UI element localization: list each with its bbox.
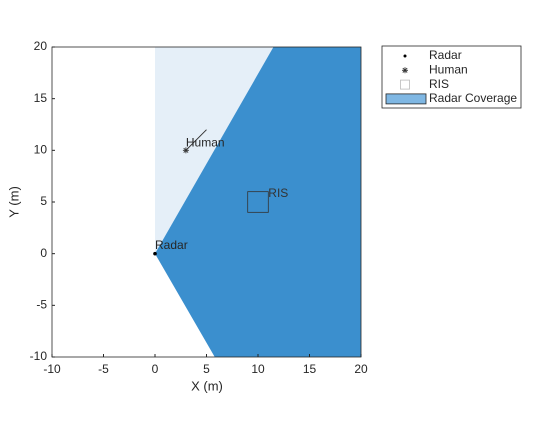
coverage-area: [155, 47, 361, 357]
ris-marker: [247, 191, 269, 213]
heading-line: [185, 129, 207, 151]
legend-icon: [400, 79, 410, 90]
x-axis-label: X (m): [191, 378, 223, 393]
radar-marker: [153, 251, 157, 256]
x-tick-label: 0: [152, 362, 159, 376]
y-tick-label: 5: [40, 194, 47, 208]
x-tick-label: -10: [43, 362, 61, 376]
x-tick-label: 10: [251, 362, 265, 376]
y-axis-label: Y (m): [6, 186, 21, 218]
y-tick-label: -10: [30, 349, 48, 363]
y-tick-label: 0: [40, 246, 47, 260]
legend-icon: [402, 67, 408, 73]
legend-label: RIS: [429, 77, 449, 91]
legend-icon: [403, 54, 407, 58]
y-tick-label: 15: [34, 91, 48, 105]
ris-label: RIS: [268, 186, 288, 200]
x-tick-label: 15: [303, 362, 317, 376]
y-tick-label: 10: [34, 143, 48, 157]
human-marker: [182, 147, 189, 154]
x-tick-label: -5: [98, 362, 109, 376]
legend-label: Radar Coverage: [429, 91, 517, 105]
x-tick-label: 5: [203, 362, 210, 376]
legend-label: Radar: [429, 48, 462, 62]
radar-label: Radar: [155, 238, 188, 252]
asterisk-stroke: [183, 147, 189, 153]
plot-area: Radar Human RIS: [153, 47, 361, 357]
y-tick-label: 20: [34, 39, 48, 53]
legend-icon: [385, 93, 427, 105]
x-tick-label: 20: [354, 362, 368, 376]
y-tick-label: -5: [36, 298, 47, 312]
legend-label: Human: [429, 62, 468, 76]
human-label: Human: [186, 136, 225, 150]
